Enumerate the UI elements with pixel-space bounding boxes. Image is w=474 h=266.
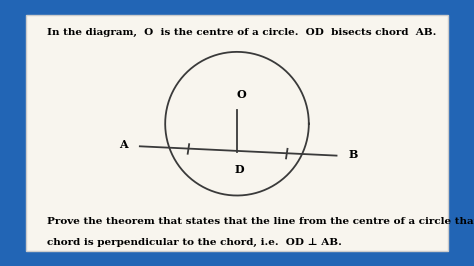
Text: D: D — [235, 164, 244, 174]
Text: Prove the theorem that states that the line from the centre of a circle that: Prove the theorem that states that the l… — [47, 217, 474, 226]
Text: B: B — [348, 149, 358, 160]
Text: O: O — [237, 89, 246, 100]
Text: In the diagram,  O  is the centre of a circle.  OD  bisects chord  AB.: In the diagram, O is the centre of a cir… — [47, 28, 437, 37]
Text: A: A — [119, 139, 128, 151]
Text: chord is perpendicular to the chord, i.e.  OD ⊥ AB.: chord is perpendicular to the chord, i.e… — [47, 238, 342, 247]
